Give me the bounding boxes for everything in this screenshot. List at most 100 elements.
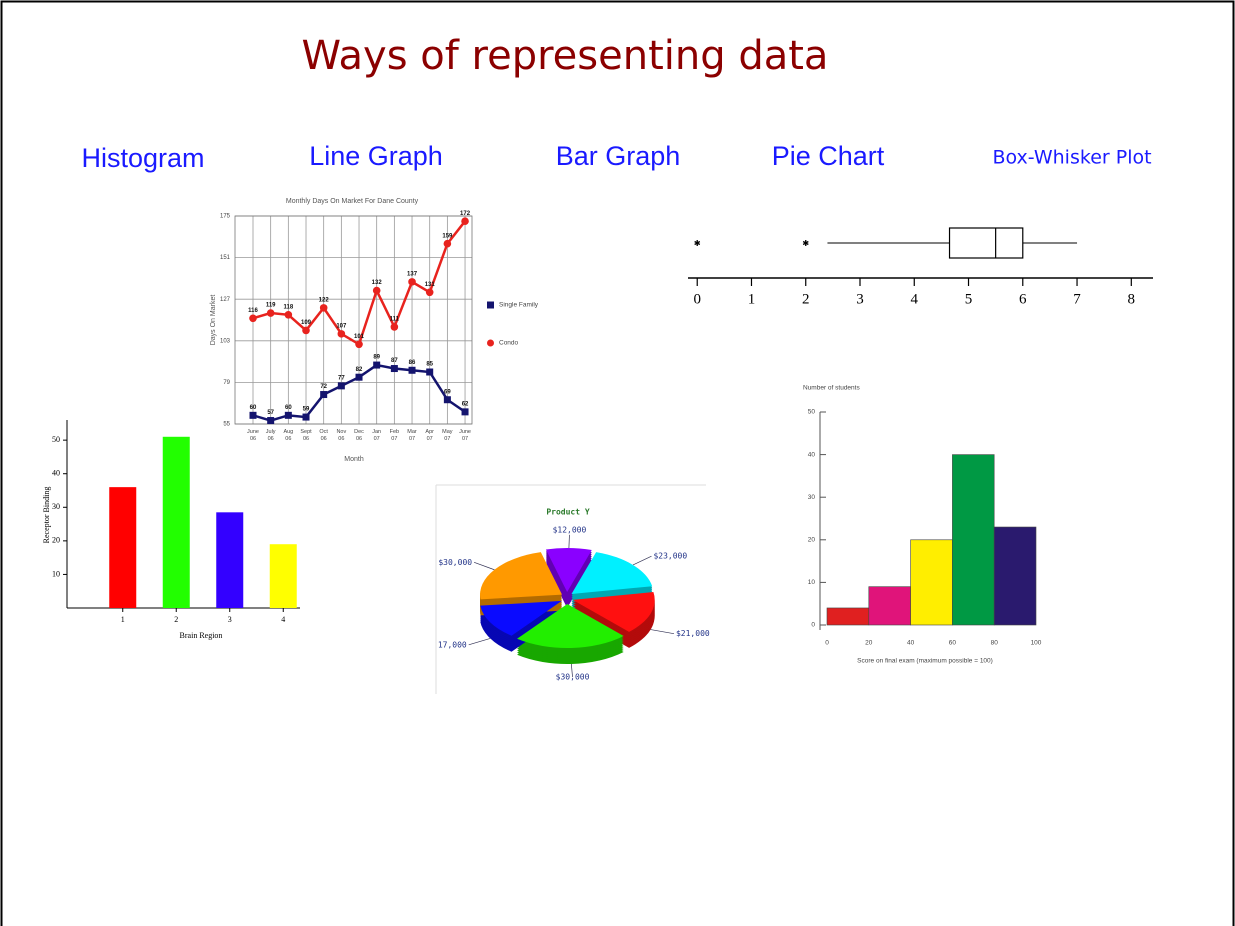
leader-line <box>570 663 573 678</box>
data-label: 72 <box>320 384 327 390</box>
heading: Bar Graph <box>556 141 681 171</box>
data-label: 59 <box>303 407 310 413</box>
data-label: 159 <box>442 233 453 239</box>
data-label: 109 <box>301 320 312 326</box>
y-axis-label: Receptor Binding <box>42 487 51 544</box>
x-tick-label: 2 <box>174 615 178 624</box>
x-tick-label-line: Aug <box>283 429 293 435</box>
heading: Histogram <box>81 143 204 173</box>
outlier <box>802 240 809 246</box>
legend-swatch <box>487 339 494 347</box>
x-tick-label: July 06 <box>266 429 276 442</box>
data-label: 86 <box>409 360 416 366</box>
data-label: 87 <box>391 358 398 364</box>
point <box>443 396 451 404</box>
x-tick-label: 80 <box>991 640 999 647</box>
point <box>408 278 416 286</box>
x-tick-label: 4 <box>281 615 285 624</box>
point <box>408 366 416 374</box>
x-tick-label-line: 06 <box>321 436 327 442</box>
data-label: $30,000 <box>438 558 472 567</box>
histogram-bar <box>826 607 870 626</box>
point <box>337 382 345 390</box>
point <box>390 365 398 373</box>
x-tick-label: 40 <box>907 640 915 647</box>
data-label: 17,000 <box>438 640 467 649</box>
point <box>319 304 328 312</box>
data-label: 89 <box>373 355 380 361</box>
data-label: $23,000 <box>653 552 687 561</box>
x-tick-label-line: Jan <box>372 429 381 435</box>
chart-title: Product Y <box>546 508 590 517</box>
y-tick-label: 50 <box>52 435 60 444</box>
point <box>355 373 363 381</box>
point <box>302 413 310 421</box>
bar <box>162 436 190 608</box>
data-label: $30,000 <box>556 673 590 682</box>
leader-line <box>632 555 652 566</box>
x-tick-label-line: 07 <box>409 436 415 442</box>
data-label: 60 <box>250 405 257 411</box>
slice <box>545 548 592 593</box>
y-tick-label: 103 <box>220 338 231 344</box>
x-tick-label: 2 <box>802 291 810 307</box>
outlier <box>694 240 701 246</box>
plot-frame <box>234 215 473 425</box>
x-tick-label-line: June <box>459 429 471 435</box>
data-label: 60 <box>285 405 292 411</box>
x-tick-label: 20 <box>865 640 873 647</box>
x-tick-label-line: 06 <box>250 436 256 442</box>
y-tick-label: 0 <box>811 622 815 629</box>
point <box>355 340 363 349</box>
data-label: 131 <box>425 282 436 288</box>
y-axis-label: Days On Market <box>210 295 217 346</box>
data-label: 116 <box>248 308 258 314</box>
leader-line <box>568 534 570 549</box>
x-tick-label: 8 <box>1128 291 1136 307</box>
x-tick-label: Oct 06 <box>319 429 328 442</box>
x-tick-label: 60 <box>949 640 957 647</box>
point <box>426 368 434 376</box>
data-label: 111 <box>390 317 400 323</box>
data-label: 57 <box>267 410 274 416</box>
x-tick-label: 5 <box>965 291 973 307</box>
y-tick-label: 10 <box>808 579 816 586</box>
x-tick-label-line: Apr <box>425 429 434 435</box>
y-tick-label: 175 <box>220 214 231 220</box>
data-label: $12,000 <box>553 525 587 534</box>
histogram-bar <box>993 526 1037 626</box>
y-tick-label: 50 <box>808 409 816 416</box>
x-tick-label: 7 <box>1073 291 1081 307</box>
x-tick-label: 100 <box>1031 640 1042 647</box>
point <box>443 239 452 248</box>
point <box>425 288 434 297</box>
leader-line <box>473 561 495 571</box>
x-tick-label-line: May <box>442 429 453 435</box>
x-tick-label: 3 <box>856 291 864 307</box>
point <box>461 408 469 416</box>
data-label: 101 <box>354 334 365 340</box>
leader-line <box>468 638 491 646</box>
legend-label: Condo <box>499 340 519 347</box>
data-label: $21,000 <box>676 629 710 638</box>
slide-title: Ways of representing data <box>302 33 829 79</box>
data-label: 82 <box>356 367 363 373</box>
x-tick-label-line: Mar <box>407 429 417 435</box>
x-tick-label-line: 06 <box>356 436 362 442</box>
point <box>320 391 328 399</box>
x-tick-label-line: 07 <box>391 436 397 442</box>
data-label: 85 <box>426 362 433 368</box>
y-tick-label: 127 <box>220 297 231 303</box>
histogram-bar <box>952 454 995 626</box>
x-tick-label: 6 <box>1019 291 1027 307</box>
x-tick-label: 1 <box>748 291 756 307</box>
bar <box>109 487 137 608</box>
point <box>372 286 381 295</box>
x-tick-label: June 07 <box>459 429 471 442</box>
heading: Line Graph <box>309 141 443 171</box>
x-tick-label: 0 <box>825 640 829 647</box>
x-tick-label: Nov 06 <box>336 429 346 442</box>
x-tick-label-line: 06 <box>303 436 309 442</box>
x-tick-label-line: Sept <box>300 429 312 435</box>
